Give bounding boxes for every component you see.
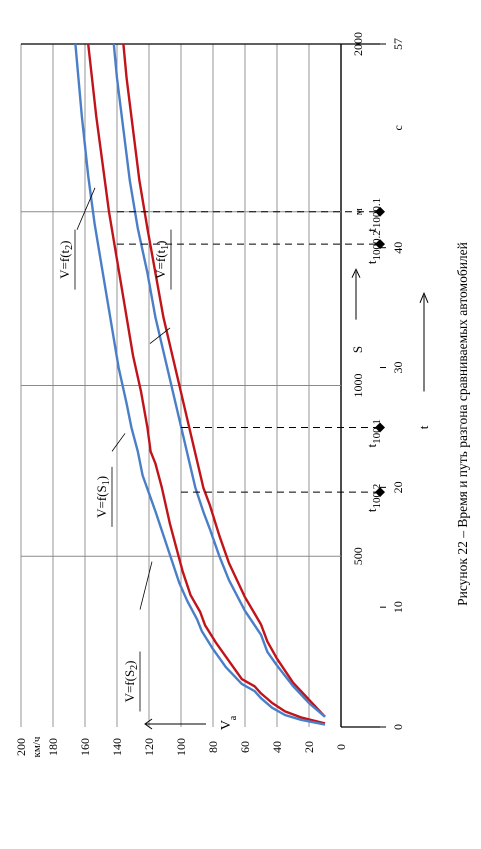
chart-labels-layer: 0 20 40 60 80 100 120 140 160 180 200 км/ч 0 10 20 30 40… (14, 32, 431, 757)
series-label-leader-vfs1 (111, 433, 126, 452)
tick-label-s-2000: 2000 (351, 32, 365, 56)
series-line-vfs1 (122, 43, 326, 718)
tick-label-v-80: 80 (206, 741, 220, 753)
s-axis-arrow-head (351, 268, 361, 278)
annotation-label-t100-1: t100.1 (364, 419, 383, 447)
series-label-leader-vfs2 (139, 561, 153, 610)
tick-label-t-30: 30 (391, 362, 405, 374)
v-axis-subscript: a (228, 715, 239, 720)
y-unit-label: км/ч (31, 736, 43, 757)
tick-label-v-100: 100 (174, 738, 188, 756)
tick-label-s-500: 500 (351, 547, 365, 565)
annotation-marker-t100-2 (375, 487, 385, 498)
tick-label-v-0: 0 (334, 744, 348, 750)
tick-label-t-57: 57 (391, 38, 405, 50)
tick-label-t-20: 20 (391, 481, 405, 493)
tick-label-v-160: 160 (78, 738, 92, 756)
tick-label-v-120: 120 (142, 738, 156, 756)
tick-label-v-200: 200 (14, 738, 28, 756)
tick-label-t-0: 0 (391, 724, 405, 730)
series-line-vft1 (87, 43, 326, 725)
annotation-label-t1000-2: t1000.2 (364, 230, 383, 264)
t-unit-label: с (391, 125, 405, 130)
v-axis-label: V (219, 720, 234, 730)
series-label-vfs2: V=f(S2) (122, 660, 140, 702)
tick-label-v-180: 180 (46, 738, 60, 756)
annotation-label-t100-2: t100.2 (364, 484, 383, 512)
v-axis-arrow-head (144, 718, 153, 730)
series-label-vft2: V=f(t2) (57, 241, 75, 279)
annotation-marker-t100-1 (375, 422, 385, 433)
annotation-label-t1000-1: t1000.1 (364, 198, 383, 232)
series-label-leader-vft2 (76, 187, 96, 230)
tick-label-t-40: 40 (391, 242, 405, 254)
tick-label-t-10: 10 (391, 601, 405, 613)
t-axis-label: t (416, 425, 431, 429)
s-unit-label: м (353, 208, 365, 215)
chart-series-layer (74, 43, 326, 726)
series-label-leader-vft1 (149, 327, 171, 344)
series-label-vfs1: V=f(S1) (94, 476, 112, 518)
series-line-vft2 (74, 43, 326, 726)
annotation-marker-t1000-2 (375, 239, 385, 250)
tick-label-v-40: 40 (270, 741, 284, 753)
s-axis-label: S (350, 346, 365, 353)
annotation-marker-t1000-1 (375, 206, 385, 217)
series-label-vft1: V=f(t1) (153, 241, 171, 279)
series-line-vfs2 (112, 43, 326, 718)
chart-grid (20, 43, 386, 728)
chart-annotations-layer (117, 206, 385, 498)
tick-label-v-20: 20 (302, 741, 316, 753)
t-axis-arrow-head (419, 291, 429, 304)
tick-label-v-140: 140 (110, 738, 124, 756)
tick-label-s-1000: 1000 (351, 374, 365, 398)
tick-label-v-60: 60 (238, 741, 252, 753)
